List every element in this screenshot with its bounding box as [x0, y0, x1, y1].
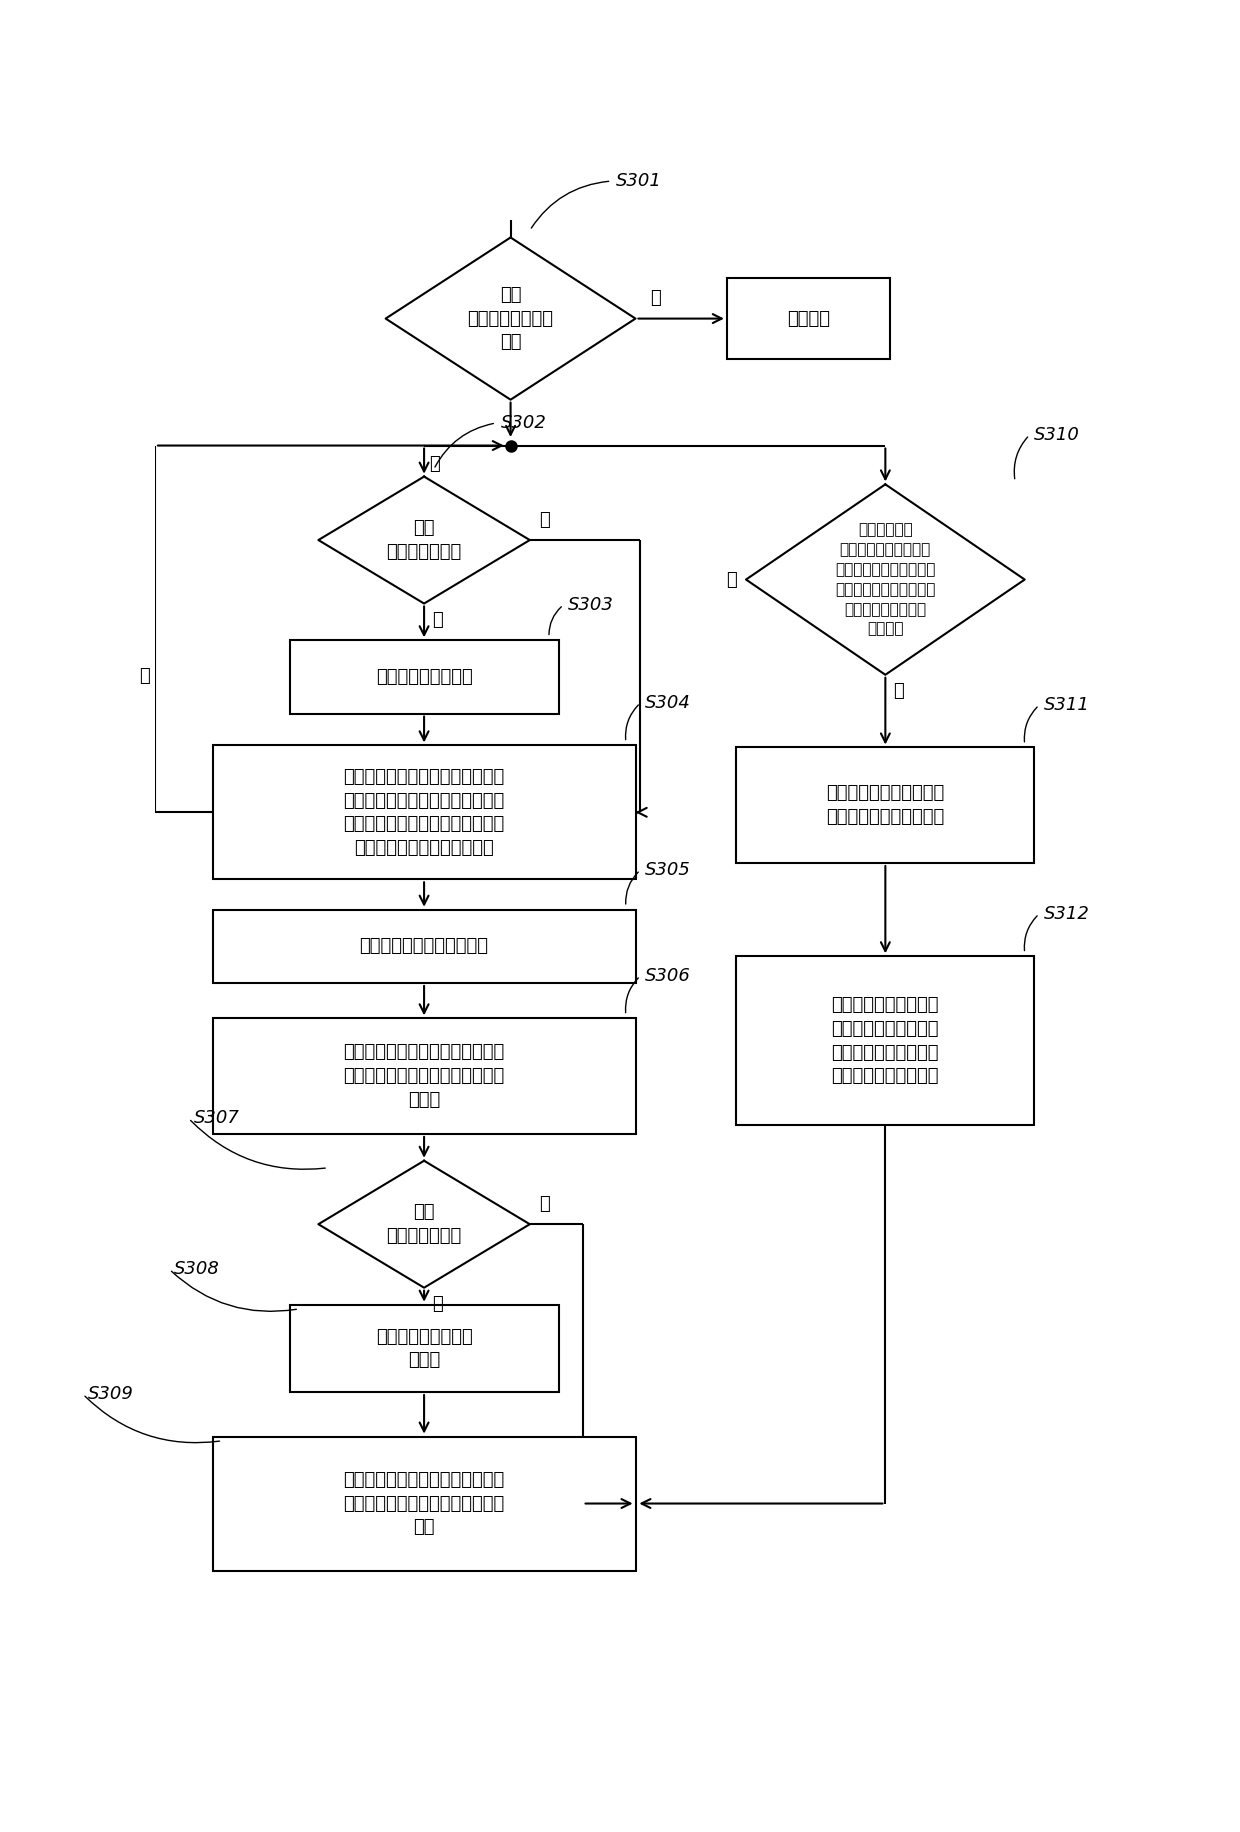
Bar	[213, 1436, 635, 1570]
Text: 否: 否	[139, 667, 150, 685]
Bar	[290, 639, 559, 713]
Bar	[290, 1304, 559, 1392]
Text: 否: 否	[725, 570, 737, 588]
Bar	[737, 956, 1034, 1125]
Text: S303: S303	[568, 595, 614, 614]
Text: S302: S302	[501, 414, 547, 432]
Text: S311: S311	[1044, 696, 1090, 714]
Text: S310: S310	[1034, 427, 1080, 443]
Text: 根据预先设置的在升级前后的网管
系统中的界面适配器，将当前用例
转换为用于在升级前后的网管系统
中的界面运行的当前用例脚本: 根据预先设置的在升级前后的网管 系统中的界面适配器，将当前用例 转换为用于在升级…	[343, 768, 505, 857]
Text: 是: 是	[893, 682, 904, 700]
Text: 调用预先设置的升级前后
的网管系统中的采集接口: 调用预先设置的升级前后 的网管系统中的采集接口	[826, 784, 945, 826]
Bar	[727, 278, 890, 359]
Text: 否: 否	[539, 1194, 551, 1213]
Text: 否: 否	[650, 289, 661, 308]
Text: S308: S308	[174, 1260, 219, 1279]
Text: S309: S309	[88, 1385, 134, 1403]
Text: S304: S304	[645, 694, 691, 713]
Text: 采集处于当前时间运行
的用例在升级前的网管
系统和升级后的网管系
统中运行时的性能指标: 采集处于当前时间运行 的用例在升级前的网管 系统和升级后的网管系 统中运行时的性…	[832, 997, 939, 1085]
Text: 是: 是	[432, 610, 443, 628]
Text: S307: S307	[193, 1110, 239, 1127]
Text: 记录当前用例脚本在升级前的网管
系统和升级后的网管系统中的运行
数据: 记录当前用例脚本在升级前的网管 系统和升级后的网管系统中的运行 数据	[343, 1471, 505, 1535]
Text: S301: S301	[616, 172, 662, 191]
Text: S305: S305	[645, 861, 691, 879]
Text: 是: 是	[429, 456, 440, 473]
Bar	[213, 911, 635, 984]
Text: S306: S306	[645, 967, 691, 986]
Text: 结束流程: 结束流程	[787, 310, 830, 328]
Bar	[213, 1019, 635, 1134]
Text: 确定
用例是否为事务: 确定 用例是否为事务	[387, 518, 461, 561]
Bar	[213, 746, 635, 879]
Text: S312: S312	[1044, 905, 1090, 923]
Text: 否: 否	[539, 511, 551, 529]
Text: 将当前用例脚本分别在升级前的网
管系统和升级后的网管系统中的界
面运行: 将当前用例脚本分别在升级前的网 管系统和升级后的网管系统中的界 面运行	[343, 1044, 505, 1108]
Text: 记录事务的结束时间
和耗时: 记录事务的结束时间 和耗时	[376, 1328, 472, 1369]
Text: 根据确定出的
初始配置文件中的待测
试性能指标的采集周期，
通过预先设置的定时器确
定出当前时间是否为
采集时间: 根据确定出的 初始配置文件中的待测 试性能指标的采集周期， 通过预先设置的定时器…	[836, 522, 935, 636]
Text: 调用转换后的当前用例脚本: 调用转换后的当前用例脚本	[360, 938, 489, 954]
Text: 是: 是	[432, 1295, 443, 1314]
Bar	[737, 747, 1034, 863]
Text: 确定
用例是否为事务: 确定 用例是否为事务	[387, 1204, 461, 1246]
Text: 记录事务的开始时间: 记录事务的开始时间	[376, 669, 472, 685]
Text: 确定
是否存在未遍历的
用例: 确定 是否存在未遍历的 用例	[467, 286, 553, 352]
